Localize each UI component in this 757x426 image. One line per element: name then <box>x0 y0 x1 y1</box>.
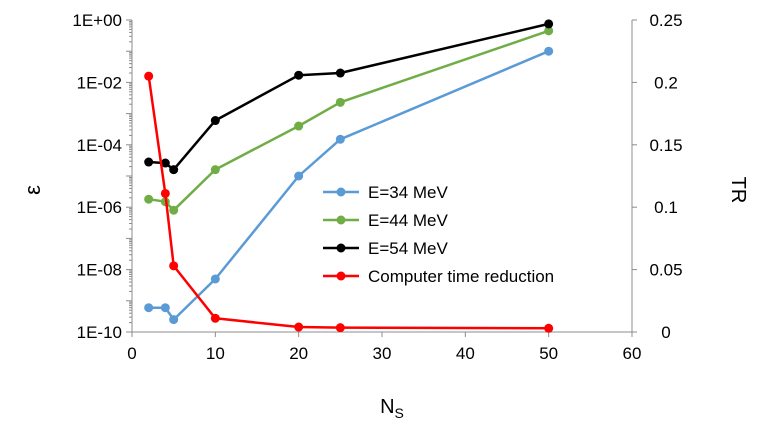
data-point <box>169 165 179 175</box>
data-point <box>335 134 345 144</box>
legend-item: Computer time reduction <box>323 267 554 286</box>
y-tick-label: 1E-04 <box>77 136 122 155</box>
x-tick-label: 40 <box>456 344 475 363</box>
x-tick-label: 50 <box>539 344 558 363</box>
data-point <box>544 26 554 36</box>
data-point <box>335 97 345 107</box>
series-line <box>148 22 549 171</box>
y2-axis-label: TR <box>727 177 749 204</box>
y-tick-label: 1E-02 <box>77 73 122 92</box>
data-point <box>335 323 345 333</box>
legend-swatch-marker <box>336 187 346 197</box>
data-point <box>294 121 304 131</box>
data-point <box>335 68 345 78</box>
x-axis-label-main: N <box>380 396 394 418</box>
legend-item: E=54 MeV <box>323 239 449 258</box>
legend: E=34 MeV E=44 MeV E=54 MeV Computer time re… <box>323 183 554 286</box>
y2-tick-label: 0 <box>661 323 670 342</box>
legend-label: E=44 MeV <box>368 211 449 230</box>
x-tick-label: 60 <box>623 344 642 363</box>
data-point <box>160 158 170 168</box>
data-point <box>294 70 304 80</box>
series-4 <box>144 71 554 333</box>
data-point <box>160 188 170 198</box>
data-point <box>210 274 220 284</box>
data-point <box>210 313 220 323</box>
y-tick-label: 1E-08 <box>77 261 122 280</box>
data-point <box>294 171 304 181</box>
legend-swatch-marker <box>336 243 346 253</box>
y2-tick-label: 0.25 <box>649 11 682 30</box>
axis-labels: ε TR NS <box>20 177 749 421</box>
data-point <box>294 322 304 332</box>
data-point <box>210 116 220 126</box>
series-layer <box>144 19 554 333</box>
series-3 <box>144 19 554 175</box>
x-tick-label: 30 <box>373 344 392 363</box>
y2-tick-label: 0.2 <box>654 73 678 92</box>
x-tick-label: 10 <box>206 344 225 363</box>
legend-item: E=34 MeV <box>323 183 449 202</box>
data-point <box>169 261 179 271</box>
y-tick-label: 1E-10 <box>77 323 122 342</box>
y2-tick-label: 0.05 <box>649 261 682 280</box>
legend-label: E=34 MeV <box>368 183 449 202</box>
data-point <box>169 315 179 325</box>
x-axis-label-subscript: S <box>395 405 404 421</box>
series-1 <box>144 46 554 325</box>
y2-tick-label: 0.1 <box>654 198 678 217</box>
legend-item: E=44 MeV <box>323 211 449 230</box>
legend-label: E=54 MeV <box>368 239 449 258</box>
y2-tick-label: 0.15 <box>649 136 682 155</box>
y-axis-label: ε <box>20 185 45 195</box>
legend-label: Computer time reduction <box>368 267 554 286</box>
series-line <box>148 29 550 212</box>
data-point <box>169 205 179 215</box>
data-point <box>544 19 554 29</box>
legend-swatch-marker <box>336 215 346 225</box>
x-tick-label: 0 <box>127 344 136 363</box>
data-point <box>144 194 154 204</box>
axes-layer: 1E-10 1E-08 1E-06 1E-04 1E-02 1E+00 0 0.05 0.1 0.… <box>72 11 682 363</box>
data-point <box>144 157 154 167</box>
series-line <box>147 76 549 330</box>
data-point <box>544 323 554 333</box>
data-point <box>160 303 170 313</box>
y-tick-label: 1E+00 <box>72 11 122 30</box>
data-point <box>210 165 220 175</box>
data-point <box>144 303 154 313</box>
x-tick-label: 20 <box>289 344 308 363</box>
legend-swatch-marker <box>336 271 346 281</box>
data-point <box>544 46 554 56</box>
data-point <box>144 71 154 81</box>
x-axis-label: NS <box>380 396 404 421</box>
series-2 <box>144 26 554 215</box>
y-tick-label: 1E-06 <box>77 198 122 217</box>
